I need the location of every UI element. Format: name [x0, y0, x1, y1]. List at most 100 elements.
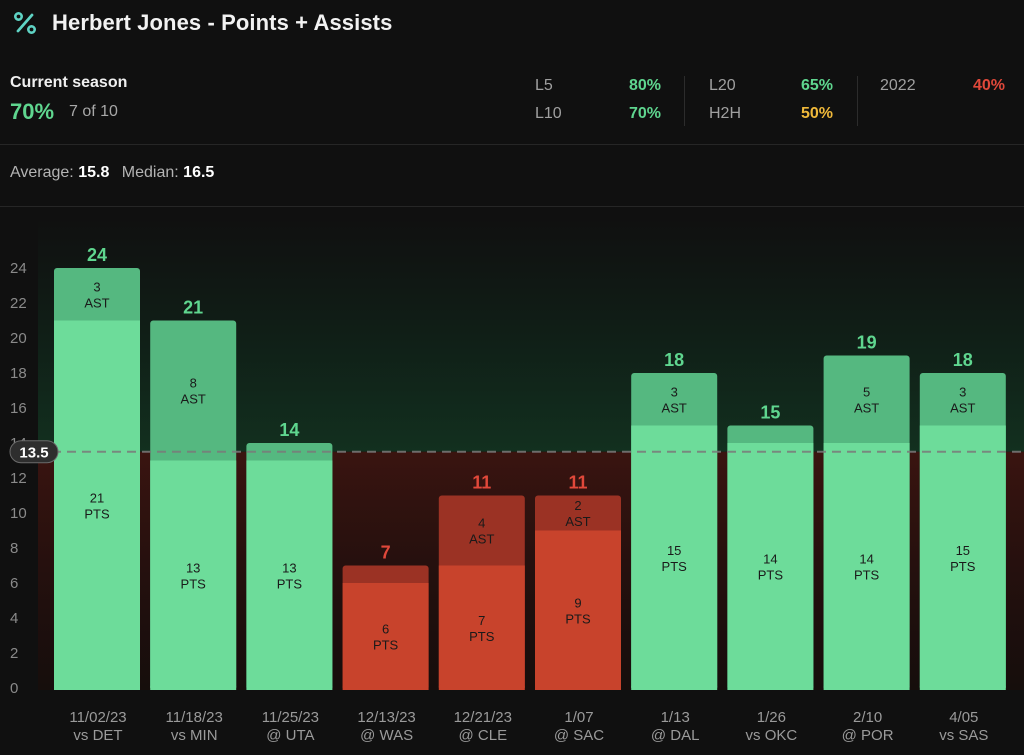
- split-l20[interactable]: L20: [709, 77, 736, 95]
- header: Herbert Jones - Points + Assists: [12, 8, 392, 38]
- split-h2h[interactable]: H2H: [709, 105, 741, 123]
- divider: [0, 206, 1024, 207]
- pts-value-label: 14: [763, 552, 777, 567]
- x-tick-opponent: @ SAC: [554, 727, 604, 744]
- x-tick-date: 4/05: [949, 709, 978, 726]
- x-tick-opponent: @ DAL: [651, 727, 700, 744]
- y-tick-label: 22: [10, 295, 27, 312]
- bar-base: [535, 684, 621, 690]
- ast-value-label: 8: [190, 376, 197, 391]
- x-tick-date: 12/13/23: [357, 709, 415, 726]
- ast-value-label: 3: [671, 384, 678, 399]
- average-label: Average:: [10, 164, 74, 181]
- x-tick-opponent: vs DET: [73, 727, 122, 744]
- split-2022[interactable]: 2022: [880, 77, 916, 95]
- pts-unit-label: PTS: [373, 638, 399, 653]
- bar-pts-segment: [342, 583, 429, 690]
- median-value: 16.5: [183, 164, 215, 181]
- bar-pts-segment: [919, 425, 1006, 690]
- y-tick-label: 6: [10, 575, 18, 592]
- split-label: L10: [535, 105, 562, 122]
- ast-value-label: 3: [959, 384, 966, 399]
- y-tick-label: 12: [10, 470, 27, 487]
- ast-value-label: 5: [863, 384, 870, 399]
- ast-unit-label: AST: [469, 532, 494, 547]
- bar-total-label: 7: [381, 543, 391, 563]
- bar-base: [54, 684, 140, 690]
- bar-pts-segment: [438, 565, 525, 690]
- x-tick-date: 1/26: [757, 709, 786, 726]
- bar-total-label: 18: [953, 350, 973, 370]
- ast-unit-label: AST: [854, 400, 879, 415]
- y-tick-label: 24: [10, 260, 27, 277]
- y-tick-label: 0: [10, 680, 18, 697]
- season-hit-rate: 70%: [10, 99, 55, 124]
- pts-unit-label: PTS: [469, 629, 495, 644]
- average-value: 15.8: [78, 164, 110, 181]
- pts-value-label: 6: [382, 622, 389, 637]
- bar-base: [150, 684, 237, 690]
- split-h2h-value: 50%: [800, 105, 833, 122]
- bar-total-label: 14: [279, 420, 299, 440]
- x-tick-opponent: @ CLE: [459, 727, 508, 744]
- split-label: L5: [535, 77, 553, 94]
- bar-base: [342, 684, 429, 690]
- split-l10[interactable]: L10: [535, 105, 562, 123]
- bar-pts-segment: [54, 320, 140, 690]
- divider: [0, 144, 1024, 145]
- bar-pts-segment: [727, 443, 814, 690]
- ast-unit-label: AST: [565, 514, 590, 529]
- bar-total-label: 21: [183, 298, 203, 318]
- pts-value-label: 13: [186, 560, 200, 575]
- x-tick-opponent: @ POR: [842, 727, 894, 744]
- pts-unit-label: PTS: [277, 576, 303, 591]
- bar-base: [919, 684, 1006, 690]
- bar-pts-segment: [535, 530, 621, 690]
- y-tick-label: 4: [10, 610, 18, 627]
- bar-total-label: 19: [857, 333, 877, 353]
- y-tick-label: 18: [10, 365, 27, 382]
- x-tick-date: 11/02/23: [69, 709, 126, 726]
- bar-total-label: 11: [472, 473, 491, 493]
- y-tick-label: 2: [10, 645, 18, 662]
- split-label: H2H: [709, 105, 742, 122]
- bar-base: [631, 684, 718, 690]
- bar-total-label: 11: [568, 473, 587, 493]
- ast-unit-label: AST: [950, 400, 975, 415]
- pts-value-label: 9: [574, 595, 581, 610]
- split-l10-value: 70%: [628, 105, 661, 122]
- split-label: L20: [709, 77, 736, 94]
- ast-value-label: 3: [93, 279, 100, 294]
- median-label: Median:: [121, 164, 179, 181]
- x-tick-date: 11/18/23: [166, 709, 223, 726]
- split-label: 2022: [880, 77, 916, 94]
- season-label: Current season: [10, 74, 128, 91]
- bar-pts-segment: [246, 460, 333, 690]
- pts-unit-label: PTS: [950, 559, 976, 574]
- split-l5[interactable]: L5: [535, 77, 553, 95]
- split-l20-value: 65%: [800, 77, 833, 94]
- x-tick-date: 2/10: [853, 709, 882, 726]
- pts-value-label: 7: [478, 613, 485, 628]
- pts-unit-label: PTS: [854, 568, 880, 583]
- y-tick-label: 20: [10, 330, 27, 347]
- x-tick-date: 12/21/23: [454, 709, 512, 726]
- x-tick-opponent: vs OKC: [746, 727, 798, 744]
- pts-value-label: 21: [90, 490, 104, 505]
- page-title: Herbert Jones - Points + Assists: [52, 10, 393, 35]
- ast-value-label: 4: [478, 516, 485, 531]
- ast-unit-label: AST: [84, 295, 109, 310]
- bar-pts-segment: [823, 443, 910, 690]
- y-tick-label: 10: [10, 505, 27, 522]
- x-tick-date: 11/25/23: [262, 709, 319, 726]
- bar-total-label: 24: [87, 245, 107, 265]
- x-tick-opponent: @ UTA: [266, 727, 314, 744]
